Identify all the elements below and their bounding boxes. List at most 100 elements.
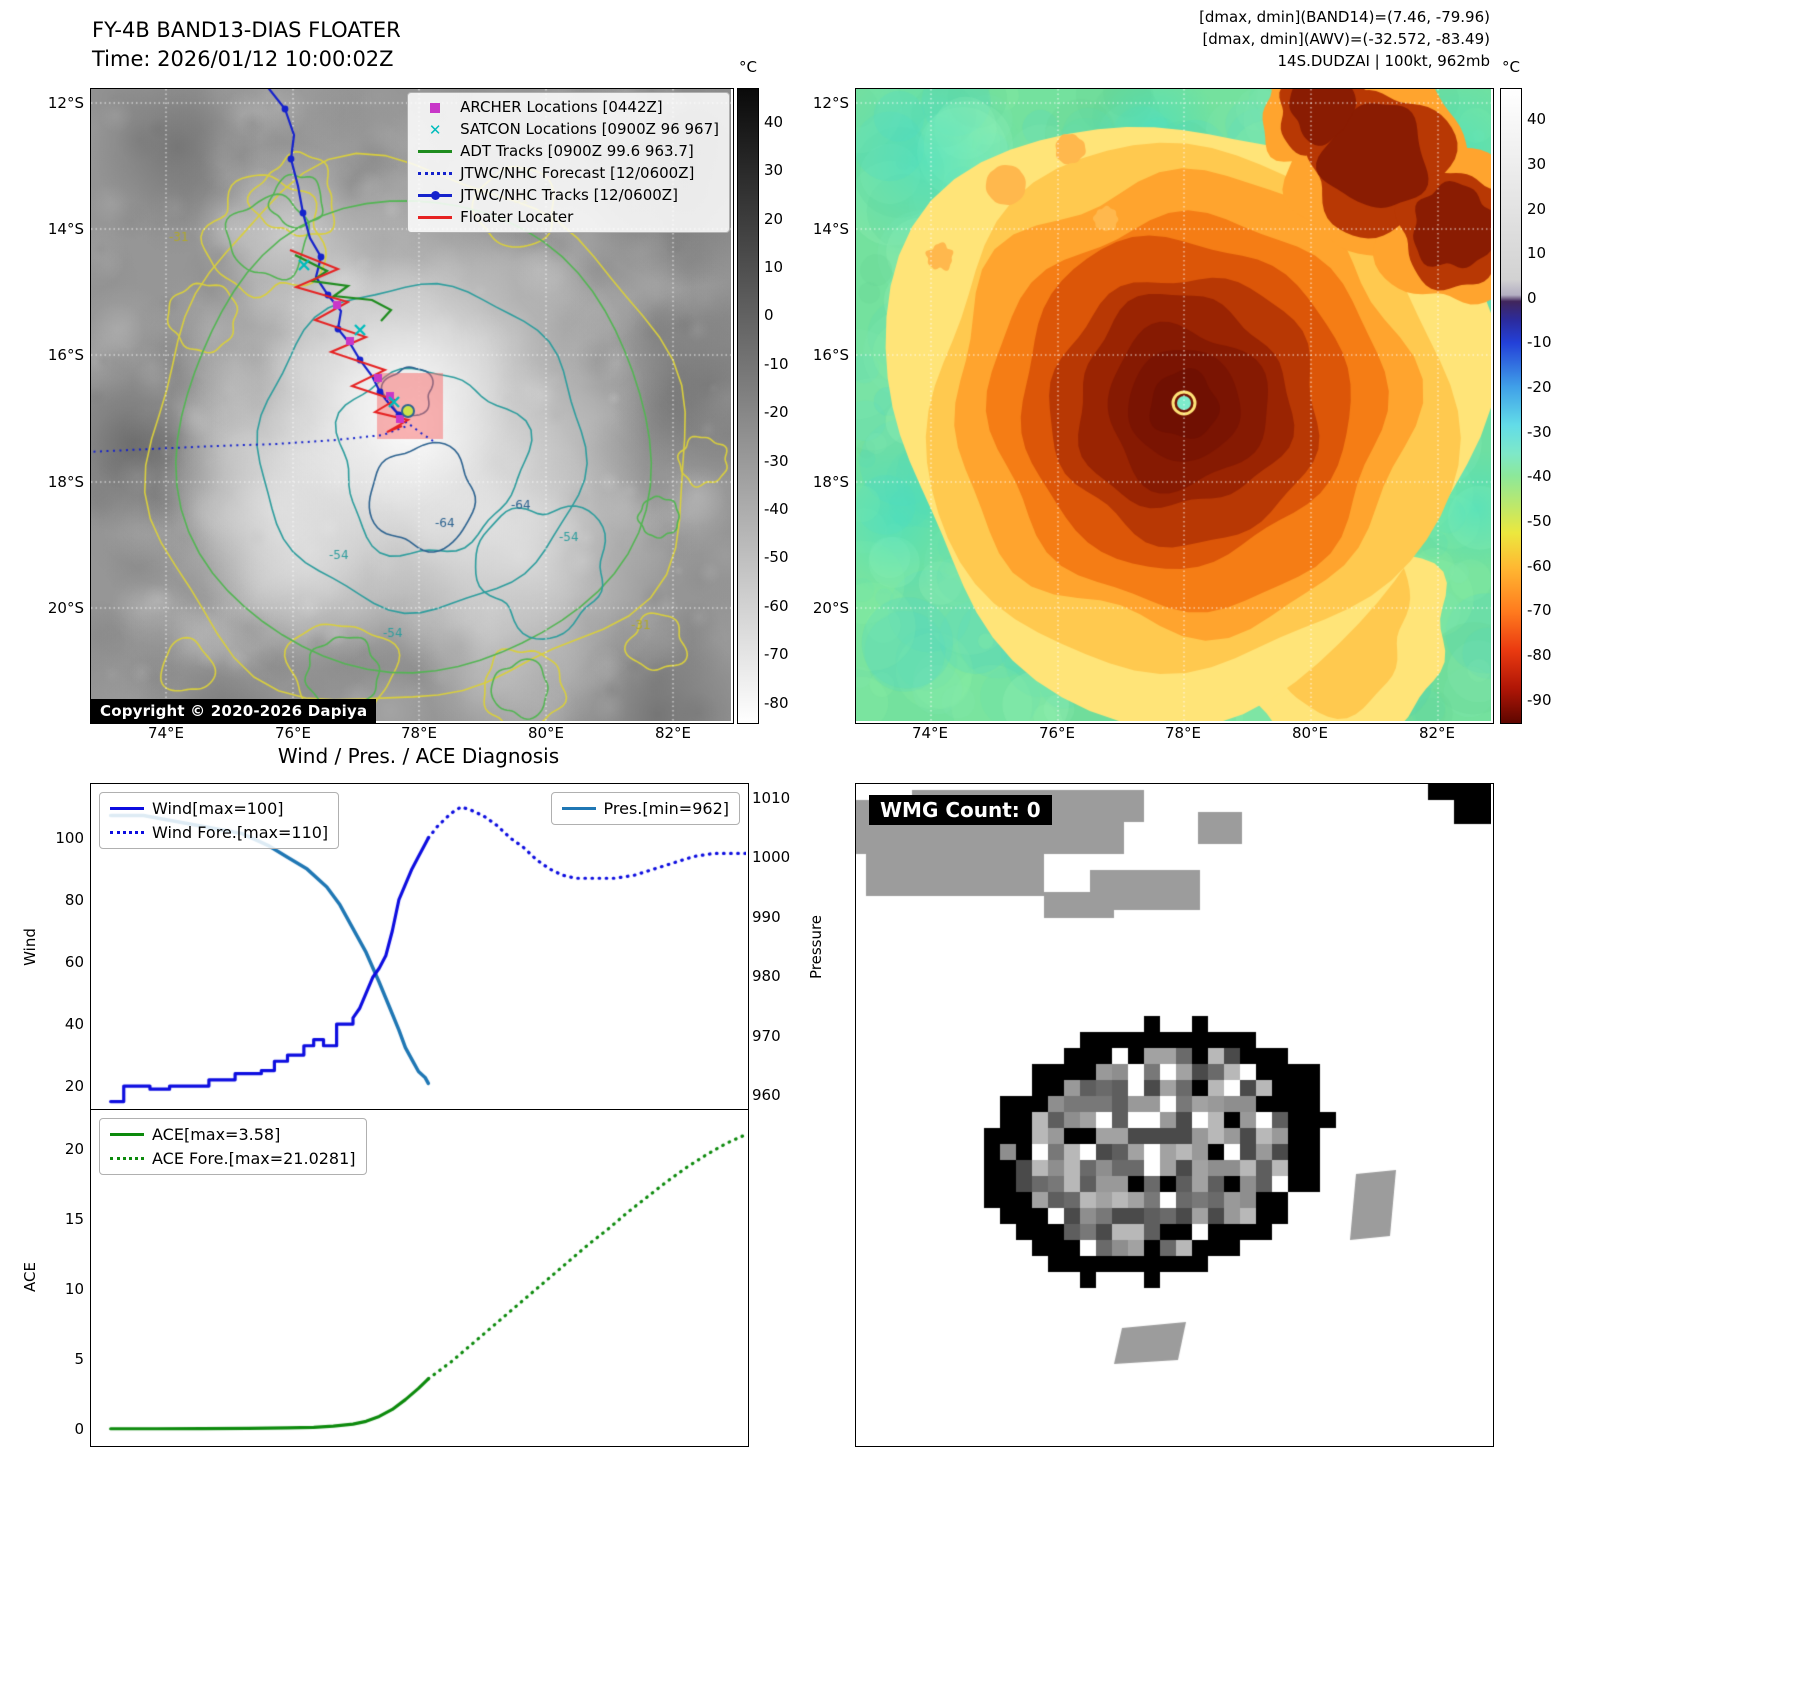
line-sample [418,145,453,159]
archer-square-marker [418,101,452,115]
tl-x-tick: 78°E [400,724,438,742]
legend-item: ACE[max=3.58] [110,1124,356,1145]
ace-y-tick: 10 [64,1279,84,1298]
tr-colorbar-tick: -20 [1527,378,1552,397]
tr-y-tick: 18°S [812,473,849,491]
tl-colorbar-tick: -40 [764,500,789,519]
bl-title: Wind / Pres. / ACE Diagnosis [277,744,560,768]
tr-colorbar-tick: 40 [1527,110,1547,129]
legend-label: ACE[max=3.58] [152,1125,281,1144]
line-dot-sample [418,189,453,203]
tl-colorbar [737,88,759,724]
tr-colorbar-tick: -10 [1527,333,1552,352]
tl-title-block: FY-4B BAND13-DIAS FLOATER Time: 2026/01/… [92,16,401,74]
legend-item: ARCHER Locations [0442Z] [418,98,719,117]
tr-y-tick: 12°S [812,94,849,112]
tl-y-tick: 20°S [47,599,84,617]
tr-header-storm-info: 14S.DUDZAI | 100kt, 962mb [1277,52,1490,70]
dotted-line-sample [110,826,144,840]
tr-satellite-canvas [856,89,1491,721]
tl-x-tick: 80°E [527,724,565,742]
tl-map-legend: ARCHER Locations [0442Z] ✕ SATCON Location… [407,92,730,233]
legend-label: ADT Tracks [0900Z 99.6 963.7] [460,142,694,160]
pressure-legend: Pres.[min=962] [550,792,740,825]
copyright-label: Copyright © 2020-2026 Dapiya [91,699,377,723]
pressure-y-tick: 970 [752,1026,781,1045]
tr-colorbar-tick: -30 [1527,422,1552,441]
legend-label: Wind[max=100] [152,799,284,818]
tl-colorbar-tick: -70 [764,645,789,664]
tl-colorbar-tick: 10 [764,258,784,277]
tl-colorbar-tick: -10 [764,354,789,373]
legend-label: SATCON Locations [0900Z 96 967] [460,120,719,138]
tl-satellite-map: ARCHER Locations [0442Z] ✕ SATCON Location… [90,88,734,724]
legend-item: Floater Locater [418,208,719,227]
legend-label: ARCHER Locations [0442Z] [460,98,663,116]
ace-y-tick: 0 [74,1420,84,1438]
tr-x-tick: 82°E [1418,724,1456,742]
tl-x-tick: 74°E [147,724,185,742]
pressure-y-tick: 1000 [752,848,791,867]
tl-colorbar-unit: °C [739,58,757,76]
line-sample [418,211,453,225]
wind-y-tick: 60 [64,953,84,971]
legend-label: JTWC/NHC Forecast [12/0600Z] [460,164,695,182]
wind-y-tick: 100 [55,828,84,847]
tr-y-tick: 16°S [812,346,849,364]
tr-colorbar-tick: 0 [1527,288,1537,307]
tr-header-awv: [dmax, dmin](AWV)=(-32.572, -83.49) [1202,30,1490,48]
tr-y-tick: 14°S [812,220,849,238]
tl-y-tick: 18°S [47,473,84,491]
pressure-y-tick: 990 [752,907,781,926]
tr-x-tick: 80°E [1291,724,1329,742]
tr-colorbar-tick: -50 [1527,512,1552,531]
wind-y-tick: 40 [64,1015,84,1034]
pressure-y-tick: 1010 [752,788,791,807]
legend-item: ✕ SATCON Locations [0900Z 96 967] [418,120,719,139]
tl-colorbar-tick: 30 [764,161,784,180]
legend-item: Wind Fore.[max=110] [110,822,328,843]
legend-item: Wind[max=100] [110,798,328,819]
line-sample [561,802,596,816]
tr-x-tick: 78°E [1164,724,1202,742]
legend-item: Pres.[min=962] [561,798,729,819]
wind-axis-label: Wind [21,928,39,966]
wind-y-tick: 20 [64,1077,84,1096]
dotted-line-sample [110,1152,144,1166]
line-sample [110,1128,144,1142]
tr-colorbar-tick: 20 [1527,199,1547,218]
legend-item: ACE Fore.[max=21.0281] [110,1148,356,1169]
ace-y-tick: 5 [74,1349,84,1368]
wind-y-tick: 80 [64,890,84,909]
tl-colorbar-tick: 40 [764,112,784,131]
tr-colorbar [1500,88,1522,724]
tr-header-block: [dmax, dmin](BAND14)=(7.46, -79.96) [dma… [855,6,1490,72]
tr-colorbar-tick: -90 [1527,690,1552,709]
tl-colorbar-tick: -30 [764,451,789,470]
tl-colorbar-tick: -20 [764,403,789,422]
tr-colorbar-tick: -80 [1527,646,1552,665]
tr-colorbar-tick: 10 [1527,244,1547,263]
tl-colorbar-tick: -50 [764,548,789,567]
ace-legend: ACE[max=3.58] ACE Fore.[max=21.0281] [99,1118,367,1175]
tl-time: Time: 2026/01/12 10:00:02Z [92,47,394,71]
legend-label: Wind Fore.[max=110] [152,823,329,842]
pressure-axis-label: Pressure [807,914,825,980]
legend-item: JTWC/NHC Tracks [12/0600Z] [418,186,719,205]
tl-colorbar-tick: -80 [764,693,789,712]
tl-title: FY-4B BAND13-DIAS FLOATER [92,18,401,42]
tr-colorbar-tick: -60 [1527,556,1552,575]
legend-label: Floater Locater [460,208,574,226]
pressure-y-tick: 980 [752,967,781,986]
tl-y-tick: 14°S [47,220,84,238]
tl-x-tick: 76°E [274,724,312,742]
tl-x-tick: 82°E [654,724,692,742]
tl-colorbar-tick: 20 [764,209,784,228]
tl-colorbar-tick: 0 [764,306,774,325]
tr-colorbar-unit: °C [1502,58,1520,76]
tr-colorbar-tick: -40 [1527,467,1552,486]
tl-colorbar-tick: -60 [764,596,789,615]
tr-x-tick: 74°E [911,724,949,742]
pressure-y-tick: 960 [752,1086,781,1105]
